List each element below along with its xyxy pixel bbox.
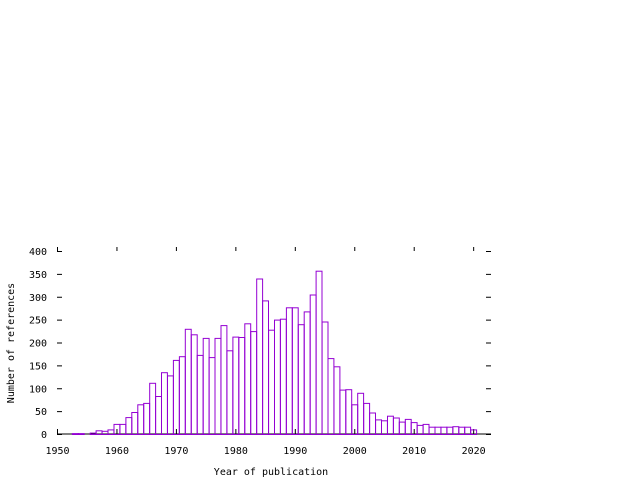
- bar-2002: [363, 402, 371, 435]
- bar-2015: [440, 426, 448, 436]
- x-tick-label: 1970: [164, 446, 188, 457]
- bar-1963: [131, 412, 139, 435]
- x-tick-label: 1990: [283, 446, 307, 457]
- bar-1984: [256, 278, 264, 435]
- x-tick-labels: 1950 1960 1970 1980 1990 2000 2010 2020: [45, 446, 485, 457]
- bar-1978: [220, 325, 228, 436]
- bar-1973: [190, 334, 198, 435]
- bar-2005: [381, 420, 388, 435]
- y-tick-label: 150: [29, 361, 47, 372]
- bar-1987: [274, 319, 281, 436]
- x-tick-label: 1950: [45, 446, 69, 457]
- x-tick-label: 1980: [224, 446, 248, 457]
- bar-2004: [375, 419, 383, 435]
- bar-1962: [125, 417, 133, 436]
- bar-1953: [71, 433, 79, 436]
- x-axis-label: Year of publication: [214, 467, 328, 478]
- bar-1979: [226, 350, 234, 435]
- y-tick-label: 200: [29, 339, 47, 350]
- bar-1977: [214, 337, 222, 435]
- bars: [71, 270, 478, 436]
- bar-1967: [155, 396, 163, 435]
- bar-2020: [470, 429, 478, 435]
- y-tick-labels: 0 50 100 150 200 250 300 350 400: [29, 247, 47, 441]
- bar-1981: [238, 337, 246, 435]
- bar-1968: [161, 372, 168, 436]
- y-tick-label: 100: [29, 384, 47, 395]
- bar-2011: [416, 424, 424, 435]
- bar-1965: [143, 402, 151, 435]
- bar-2018: [458, 426, 466, 436]
- bar-2013: [428, 426, 436, 436]
- y-tick-label: 350: [29, 270, 47, 281]
- y-tick-label: 50: [35, 407, 47, 418]
- bar-2006: [387, 415, 394, 436]
- bar-2009: [404, 418, 412, 435]
- bar-2003: [369, 412, 377, 435]
- bar-1999: [345, 389, 353, 436]
- bar-1997: [333, 366, 341, 435]
- bar-1991: [297, 324, 305, 436]
- bar-2012: [422, 423, 430, 435]
- bar-2019: [464, 426, 472, 436]
- x-tick-label: 1960: [105, 446, 129, 457]
- bar-2001: [357, 392, 365, 435]
- bar-1964: [137, 404, 145, 435]
- bar-2016: [446, 426, 454, 436]
- bar-1972: [184, 328, 192, 435]
- bar-1975: [202, 337, 210, 435]
- x-tick-label: 2010: [402, 446, 426, 457]
- bar-1985: [262, 300, 270, 435]
- bar-1986: [268, 329, 276, 436]
- bar-2017: [452, 426, 460, 436]
- bar-2008: [398, 421, 406, 436]
- bar-1993: [309, 294, 317, 435]
- bar-1992: [303, 311, 311, 435]
- bar-1980: [232, 336, 240, 436]
- bar-1994: [315, 270, 323, 436]
- bar-2014: [434, 426, 442, 436]
- bar-1998: [339, 389, 347, 436]
- x-tick-label: 2000: [343, 446, 367, 457]
- bar-1958: [101, 430, 109, 435]
- bar-1990: [291, 307, 299, 435]
- bar-1976: [208, 357, 216, 436]
- bar-1988: [279, 318, 287, 436]
- bar-1996: [327, 358, 335, 436]
- bar-1983: [250, 331, 258, 436]
- axes: [57, 247, 491, 435]
- y-tick-label: 0: [41, 430, 47, 441]
- bar-1961: [119, 423, 127, 435]
- bar-1974: [196, 354, 204, 435]
- bar-1954: [77, 433, 85, 436]
- y-axis-label: Number of references: [6, 283, 17, 403]
- bar-1966: [149, 382, 157, 435]
- bar-1971: [178, 356, 186, 436]
- y-tick-label: 250: [29, 316, 47, 327]
- bar-1970: [172, 359, 180, 435]
- x-tick-label: 2020: [462, 446, 486, 457]
- y-tick-label: 300: [29, 293, 47, 304]
- bar-1995: [321, 321, 329, 435]
- bar-2007: [392, 417, 400, 435]
- bar-1969: [167, 375, 174, 435]
- bar-1982: [244, 323, 252, 435]
- y-tick-label: 400: [29, 247, 47, 258]
- bar-1989: [285, 307, 293, 435]
